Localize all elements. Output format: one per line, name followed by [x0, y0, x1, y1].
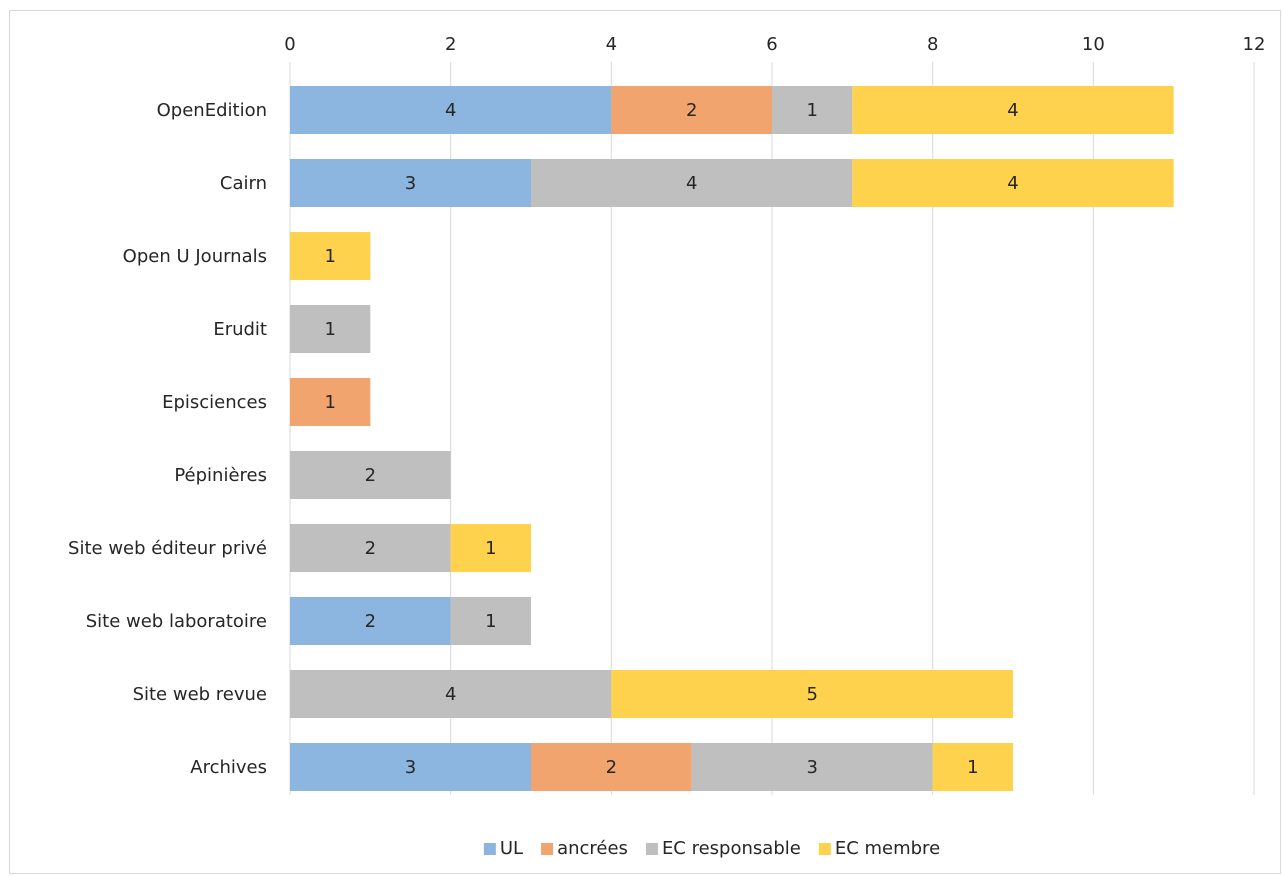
bar-segment	[290, 378, 371, 426]
bar-segment	[611, 86, 772, 134]
bar-data-label: 2	[365, 538, 376, 559]
bar-segment	[450, 597, 531, 645]
bar-data-label: 3	[806, 757, 817, 778]
bar-data-label: 1	[806, 100, 817, 121]
bar-segment	[531, 743, 692, 791]
x-axis-ticks: 0 2 4 6 8 10 12	[284, 34, 1265, 55]
x-tick-label: 12	[1243, 34, 1266, 55]
bar-data-label: 1	[485, 538, 496, 559]
category-label: Site web laboratoire	[86, 611, 267, 632]
bar-segment	[290, 86, 612, 134]
bar-segment	[531, 159, 853, 207]
bar-segment	[450, 524, 531, 572]
category-label: Episciences	[162, 392, 267, 413]
bar-segment	[290, 670, 612, 718]
category-label: Cairn	[220, 173, 267, 194]
bar-segment	[290, 743, 531, 791]
bar-data-label: 1	[485, 611, 496, 632]
category-label: Pépinières	[174, 465, 267, 486]
x-tick-label: 8	[927, 34, 938, 55]
bar-segment	[290, 597, 451, 645]
legend-label: ancrées	[557, 838, 628, 859]
bar-data-label: 4	[1007, 173, 1018, 194]
bar-segment	[290, 305, 371, 353]
legend-label: UL	[500, 838, 523, 859]
bar-data-label: 1	[324, 319, 335, 340]
bar-data-label: 4	[686, 173, 697, 194]
legend-label: EC responsable	[662, 838, 801, 859]
category-label: Site web revue	[133, 684, 267, 705]
category-label: OpenEdition	[157, 100, 267, 121]
bar-data-label: 2	[606, 757, 617, 778]
bar-segment	[932, 743, 1013, 791]
legend-swatch	[541, 843, 554, 855]
legend-swatch	[818, 843, 831, 855]
y-axis-categories: OpenEdition Cairn Open U Journals Erudit Epi…	[68, 100, 267, 778]
bar-data-label: 5	[806, 684, 817, 705]
bar-segment	[290, 159, 531, 207]
legend-label: EC membre	[835, 838, 940, 859]
bars	[290, 86, 1174, 791]
bar-data-label: 1	[324, 246, 335, 267]
x-tick-label: 4	[606, 34, 617, 55]
category-label: Open U Journals	[123, 246, 267, 267]
category-label: Site web éditeur privé	[68, 538, 267, 559]
bar-segment	[290, 524, 451, 572]
legend: UL ancrées EC responsable EC membre	[483, 838, 940, 859]
bar-segment	[852, 86, 1174, 134]
x-tick-label: 10	[1082, 34, 1105, 55]
bar-data-label: 4	[445, 684, 456, 705]
bar-data-label: 2	[686, 100, 697, 121]
bar-data-label: 4	[1007, 100, 1018, 121]
bar-segment	[772, 86, 853, 134]
category-label: Erudit	[213, 319, 267, 340]
bar-data-label: 1	[324, 392, 335, 413]
legend-swatch	[645, 843, 658, 855]
bar-data-label: 2	[365, 465, 376, 486]
bar-data-label: 3	[405, 173, 416, 194]
x-tick-label: 0	[284, 34, 295, 55]
bar-segment	[852, 159, 1174, 207]
category-label: Archives	[190, 757, 267, 778]
x-tick-label: 2	[445, 34, 456, 55]
bar-data-label: 2	[365, 611, 376, 632]
x-tick-label: 6	[766, 34, 777, 55]
bar-segment	[611, 670, 1013, 718]
bar-segment	[290, 232, 371, 280]
bar-segment	[290, 451, 451, 499]
bar-data-label: 3	[405, 757, 416, 778]
bar-data-labels: 4 2 1 4 3 4 4 1 1 1 2 2 1 2 1 4 5 3 2 3 1	[324, 100, 1018, 778]
legend-swatch	[483, 843, 496, 855]
chart-frame	[9, 10, 1281, 874]
bar-segment	[691, 743, 933, 791]
bar-data-label: 1	[967, 757, 978, 778]
bar-data-label: 4	[445, 100, 456, 121]
